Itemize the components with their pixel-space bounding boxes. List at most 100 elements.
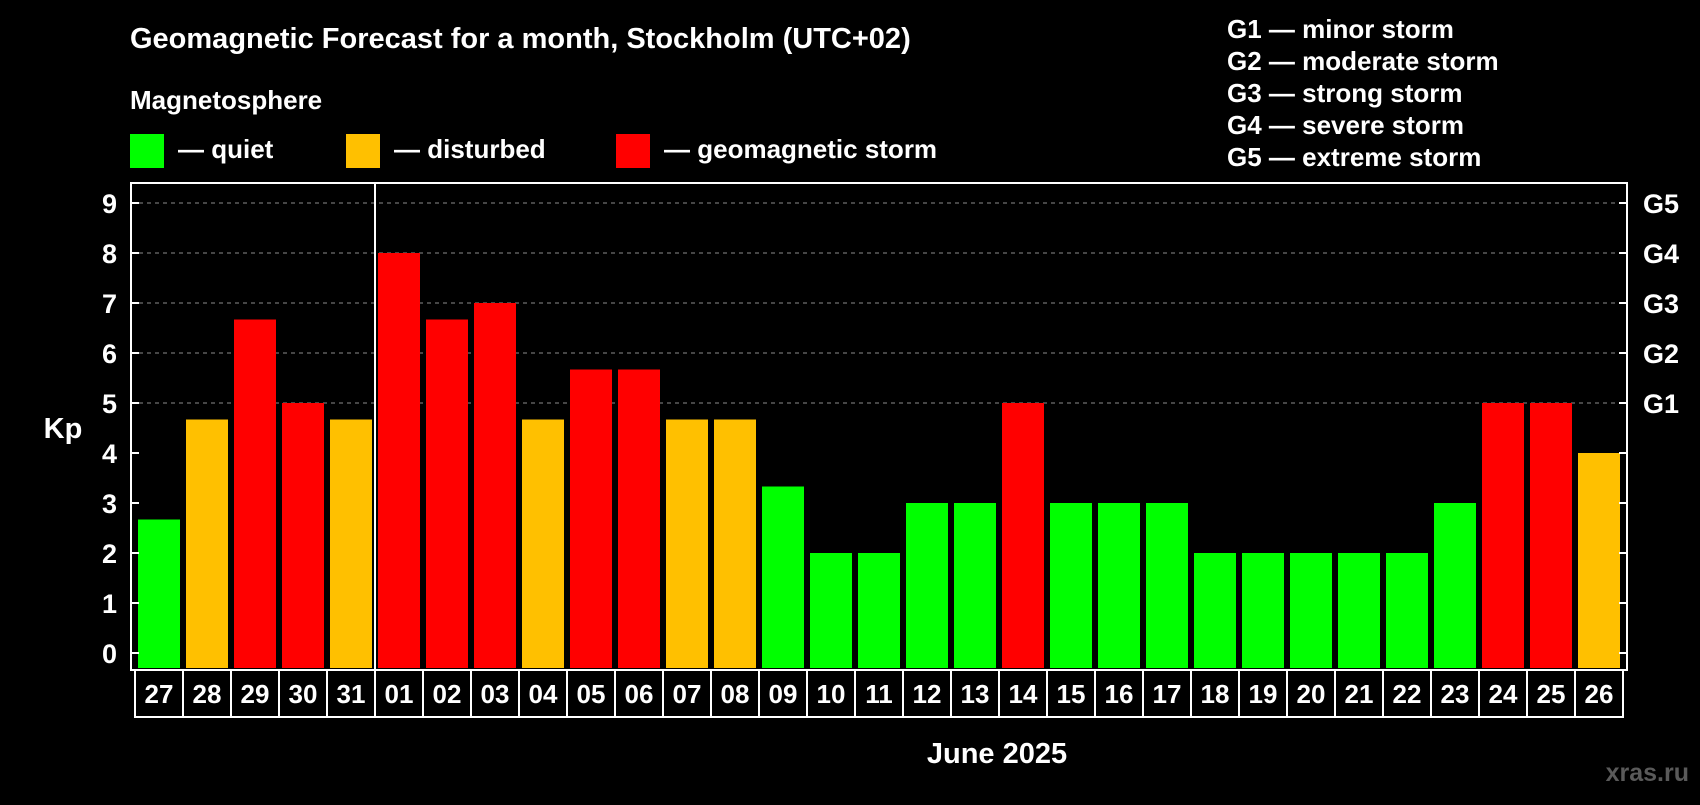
date-label-22: 22 bbox=[1393, 679, 1422, 709]
bar-28 bbox=[186, 419, 228, 668]
y-tick-label-7: 7 bbox=[102, 289, 117, 319]
date-label-05: 05 bbox=[577, 679, 606, 709]
date-label-06: 06 bbox=[625, 679, 654, 709]
grid-lines bbox=[131, 202, 1627, 404]
legend: — quiet — disturbed — geomagnetic storm bbox=[130, 134, 937, 168]
y-tick-label-4: 4 bbox=[102, 439, 117, 469]
bar-19 bbox=[1242, 553, 1284, 668]
date-label-21: 21 bbox=[1345, 679, 1374, 709]
legend-label-3: — geomagnetic storm bbox=[664, 134, 937, 164]
date-cell-19 bbox=[1238, 669, 1288, 718]
y-axis-label: Kp bbox=[44, 413, 83, 445]
bar-31 bbox=[330, 419, 372, 668]
date-label-13: 13 bbox=[961, 679, 990, 709]
bar-20 bbox=[1290, 553, 1332, 668]
date-label-07: 07 bbox=[673, 679, 702, 709]
date-label-10: 10 bbox=[817, 679, 846, 709]
date-cell-17 bbox=[1142, 669, 1192, 718]
y-tick-label-6: 6 bbox=[102, 339, 117, 369]
watermark: xras.ru bbox=[1606, 759, 1689, 787]
date-label-03: 03 bbox=[481, 679, 510, 709]
bar-12 bbox=[906, 503, 948, 668]
x-axis-date-labels: 27 28 29 30 31 01 02 03 04 05 06 07 08 09 10 11 12 13 14 15… bbox=[134, 669, 1624, 718]
bar-07 bbox=[666, 419, 708, 668]
bar-24 bbox=[1482, 403, 1524, 668]
y-tick-label-9: 9 bbox=[102, 189, 117, 219]
right-axis-label-g3: G3 bbox=[1643, 289, 1679, 319]
date-cell-12 bbox=[902, 669, 952, 718]
right-axis-label-g1: G1 bbox=[1643, 389, 1679, 419]
bar-08 bbox=[714, 419, 756, 668]
date-label-29: 29 bbox=[241, 679, 270, 709]
bar-16 bbox=[1098, 503, 1140, 668]
bar-26 bbox=[1578, 453, 1620, 668]
date-label-15: 15 bbox=[1057, 679, 1086, 709]
date-cell-26 bbox=[1574, 669, 1624, 718]
y-tick-label-2: 2 bbox=[102, 539, 117, 569]
date-label-09: 09 bbox=[769, 679, 798, 709]
bar-02 bbox=[426, 319, 468, 668]
bar-27 bbox=[138, 519, 180, 668]
date-label-14: 14 bbox=[1009, 679, 1038, 709]
chart-subtitle: Magnetosphere bbox=[130, 85, 322, 115]
date-cell-27 bbox=[134, 669, 184, 718]
date-cell-31 bbox=[326, 669, 376, 718]
bar-22 bbox=[1386, 553, 1428, 668]
date-label-25: 25 bbox=[1537, 679, 1566, 709]
right-axis-label-g5: G5 bbox=[1643, 189, 1679, 219]
bar-01 bbox=[378, 253, 420, 668]
legend-label-2: — disturbed bbox=[394, 134, 546, 164]
bar-29 bbox=[234, 319, 276, 668]
y-tick-label-3: 3 bbox=[102, 489, 117, 519]
date-cell-09 bbox=[758, 669, 808, 718]
date-cell-20 bbox=[1286, 669, 1336, 718]
y-tick-label-1: 1 bbox=[102, 589, 117, 619]
bar-09 bbox=[762, 486, 804, 668]
date-cell-02 bbox=[422, 669, 472, 718]
bar-05 bbox=[570, 369, 612, 668]
legend-swatch-2 bbox=[346, 134, 380, 168]
date-cell-15 bbox=[1046, 669, 1096, 718]
bars bbox=[138, 253, 1620, 668]
y-axis-ticks: 0 1 2 3 4 5 6 7 8 9 bbox=[102, 189, 139, 669]
bar-06 bbox=[618, 369, 660, 668]
bar-25 bbox=[1530, 403, 1572, 668]
bar-15 bbox=[1050, 503, 1092, 668]
bar-30 bbox=[282, 403, 324, 668]
bar-13 bbox=[954, 503, 996, 668]
date-label-24: 24 bbox=[1489, 679, 1518, 709]
date-cell-18 bbox=[1190, 669, 1240, 718]
date-label-19: 19 bbox=[1249, 679, 1278, 709]
bar-10 bbox=[810, 553, 852, 668]
bar-14 bbox=[1002, 403, 1044, 668]
bar-11 bbox=[858, 553, 900, 668]
y-tick-label-0: 0 bbox=[102, 639, 117, 669]
bar-17 bbox=[1146, 503, 1188, 668]
date-label-16: 16 bbox=[1105, 679, 1134, 709]
date-label-26: 26 bbox=[1585, 679, 1614, 709]
date-label-30: 30 bbox=[289, 679, 318, 709]
date-label-23: 23 bbox=[1441, 679, 1470, 709]
date-cell-11 bbox=[854, 669, 904, 718]
bar-18 bbox=[1194, 553, 1236, 668]
bar-23 bbox=[1434, 503, 1476, 668]
right-axis-label-g2: G2 bbox=[1643, 339, 1679, 369]
date-cell-25 bbox=[1526, 669, 1576, 718]
x-axis-label: June 2025 bbox=[927, 738, 1067, 770]
storm-scale-item-5: G5 — extreme storm bbox=[1227, 142, 1481, 172]
y-tick-label-8: 8 bbox=[102, 239, 117, 269]
right-axis-ticks: G1 G2 G3 G4 G5 bbox=[1619, 189, 1679, 654]
date-label-12: 12 bbox=[913, 679, 942, 709]
date-cell-01 bbox=[374, 669, 424, 718]
date-label-17: 17 bbox=[1153, 679, 1182, 709]
storm-scale-item-3: G3 — strong storm bbox=[1227, 78, 1462, 108]
bar-04 bbox=[522, 419, 564, 668]
date-label-27: 27 bbox=[145, 679, 174, 709]
legend-label-1: — quiet bbox=[178, 134, 274, 164]
date-label-28: 28 bbox=[193, 679, 222, 709]
bar-03 bbox=[474, 303, 516, 668]
date-label-01: 01 bbox=[385, 679, 414, 709]
